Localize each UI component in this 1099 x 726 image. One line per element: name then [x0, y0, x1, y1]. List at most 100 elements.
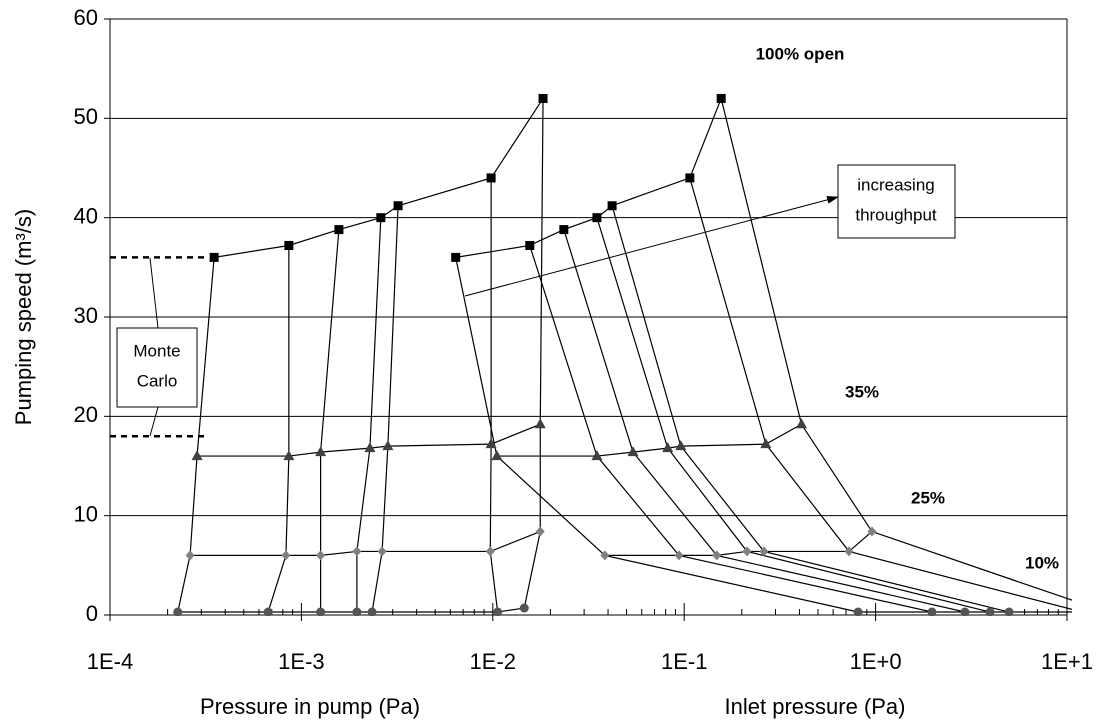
throughput-line [523, 98, 544, 609]
marker [376, 213, 386, 223]
marker [352, 607, 362, 616]
throughput-line [563, 229, 966, 613]
marker [674, 550, 684, 561]
throughput-line [689, 177, 1072, 610]
monte-carlo-box [116, 327, 198, 408]
throughput-line [596, 217, 991, 613]
connector [149, 257, 159, 329]
annotation: increasing [857, 175, 935, 194]
marker [364, 442, 376, 453]
marker [600, 550, 610, 561]
marker [795, 418, 807, 429]
y-tick-label: 30 [74, 303, 98, 328]
x-tick-label: 1E-4 [87, 649, 133, 674]
marker [759, 546, 769, 557]
x-tick-label: 1E+1 [1041, 649, 1093, 674]
marker [844, 546, 854, 557]
throughput-line [611, 205, 1010, 613]
marker [559, 225, 569, 235]
marker [315, 446, 327, 457]
marker [607, 201, 617, 211]
series-line [604, 531, 873, 556]
x-axis-label: Inlet pressure (Pa) [725, 694, 906, 719]
throughput-line [267, 245, 290, 613]
marker [742, 546, 752, 557]
x-tick-label: 1E-2 [470, 649, 516, 674]
annotation: throughput [855, 205, 937, 224]
marker [1078, 608, 1087, 617]
marker [627, 446, 639, 457]
marker [485, 438, 497, 449]
marker [1004, 607, 1014, 616]
marker [591, 450, 603, 461]
marker [662, 442, 674, 453]
marker [493, 607, 503, 616]
throughput-line [177, 257, 215, 613]
annotation-arrow [464, 195, 839, 297]
marker [712, 550, 722, 561]
marker [485, 546, 495, 557]
x-axis-label: Pressure in pump (Pa) [200, 694, 420, 719]
marker [191, 450, 203, 461]
marker [538, 93, 548, 103]
y-tick-label: 40 [74, 203, 98, 228]
monte-carlo-label: Carlo [137, 371, 178, 390]
marker [534, 418, 546, 429]
marker [451, 252, 461, 262]
marker [283, 450, 295, 461]
y-tick-label: 20 [74, 402, 98, 427]
marker [927, 607, 937, 616]
throughput-line [371, 205, 399, 613]
marker [263, 607, 273, 616]
marker [685, 173, 695, 183]
throughput-line [356, 217, 382, 613]
marker [173, 607, 183, 616]
marker [1090, 604, 1099, 613]
marker [716, 93, 726, 103]
marker [281, 550, 291, 561]
throughput-line [489, 177, 499, 613]
monte-carlo-label: Monte [133, 341, 180, 360]
marker [284, 240, 294, 250]
marker [960, 607, 970, 616]
marker [486, 173, 496, 183]
throughput-line [320, 229, 340, 613]
level-label: 25% [911, 488, 945, 507]
marker [352, 546, 362, 557]
y-axis-label: Pumping speed (m³/s) [11, 209, 36, 425]
marker [367, 607, 377, 616]
marker [316, 607, 326, 616]
marker [853, 607, 863, 616]
marker [316, 550, 326, 561]
throughput-line [720, 98, 1072, 601]
marker [760, 438, 772, 449]
series-line [496, 423, 802, 457]
marker [185, 550, 195, 561]
marker [867, 526, 877, 537]
marker [377, 546, 387, 557]
marker [209, 252, 219, 262]
marker [519, 603, 529, 613]
connector [149, 406, 159, 437]
annotation-box [837, 164, 956, 239]
marker [675, 440, 687, 451]
marker [525, 240, 535, 250]
throughput-line [455, 257, 859, 613]
x-tick-label: 1E-1 [661, 649, 707, 674]
throughput-line [529, 245, 933, 613]
level-label: 35% [845, 382, 879, 401]
marker [535, 526, 545, 537]
y-tick-label: 10 [74, 501, 98, 526]
y-tick-label: 60 [74, 5, 98, 30]
level-label: 100% open [756, 44, 845, 63]
y-tick-label: 0 [86, 601, 98, 626]
marker [985, 607, 995, 616]
series-line [177, 607, 525, 613]
marker [393, 201, 403, 211]
marker [491, 450, 503, 461]
marker [592, 213, 602, 223]
x-tick-label: 1E+0 [850, 649, 902, 674]
y-tick-label: 50 [74, 104, 98, 129]
marker [382, 440, 394, 451]
